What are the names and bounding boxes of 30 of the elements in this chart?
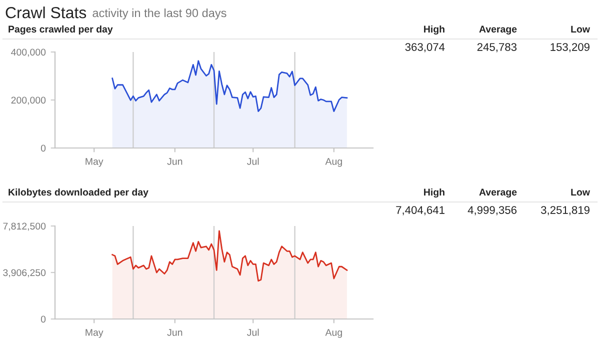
y-tick-label: 7,812,500 [3, 222, 46, 231]
text: 3,251,819 [541, 206, 590, 216]
text: Low [571, 26, 590, 33]
x-tick-label: May [86, 329, 104, 338]
y-tick-label: 0 [40, 316, 46, 323]
text: 4,999,356 [468, 206, 517, 216]
text: Average [479, 188, 517, 198]
text: High [424, 188, 444, 198]
x-tick-label: Jul [247, 158, 259, 165]
y-tick-label: 3,906,250 [3, 269, 46, 278]
x-tick-label: May [86, 158, 104, 167]
y-tick-label: 400,000 [11, 48, 46, 57]
text: Low [571, 188, 590, 196]
text: Average [479, 26, 517, 35]
y-tick-label: 0 [40, 144, 46, 152]
text: activity in the last 90 days [92, 8, 226, 20]
text: 363,074 [405, 43, 445, 52]
x-tick-label: Aug [325, 158, 342, 167]
text: 245,783 [477, 43, 517, 52]
text: High [424, 25, 444, 35]
text: Crawl Stats [6, 6, 86, 18]
x-tick-label: Jun [167, 158, 182, 165]
x-tick-label: Jul [247, 328, 259, 336]
y-tick-label: 200,000 [11, 96, 46, 105]
chart-title: Pages crawled per day [8, 25, 113, 35]
x-tick-label: Jun [167, 329, 182, 336]
text: 7,404,641 [396, 206, 444, 216]
chart-title: Kilobytes downloaded per day [8, 188, 148, 198]
x-tick-label: Aug [325, 329, 342, 338]
text: 153,209 [550, 43, 590, 52]
